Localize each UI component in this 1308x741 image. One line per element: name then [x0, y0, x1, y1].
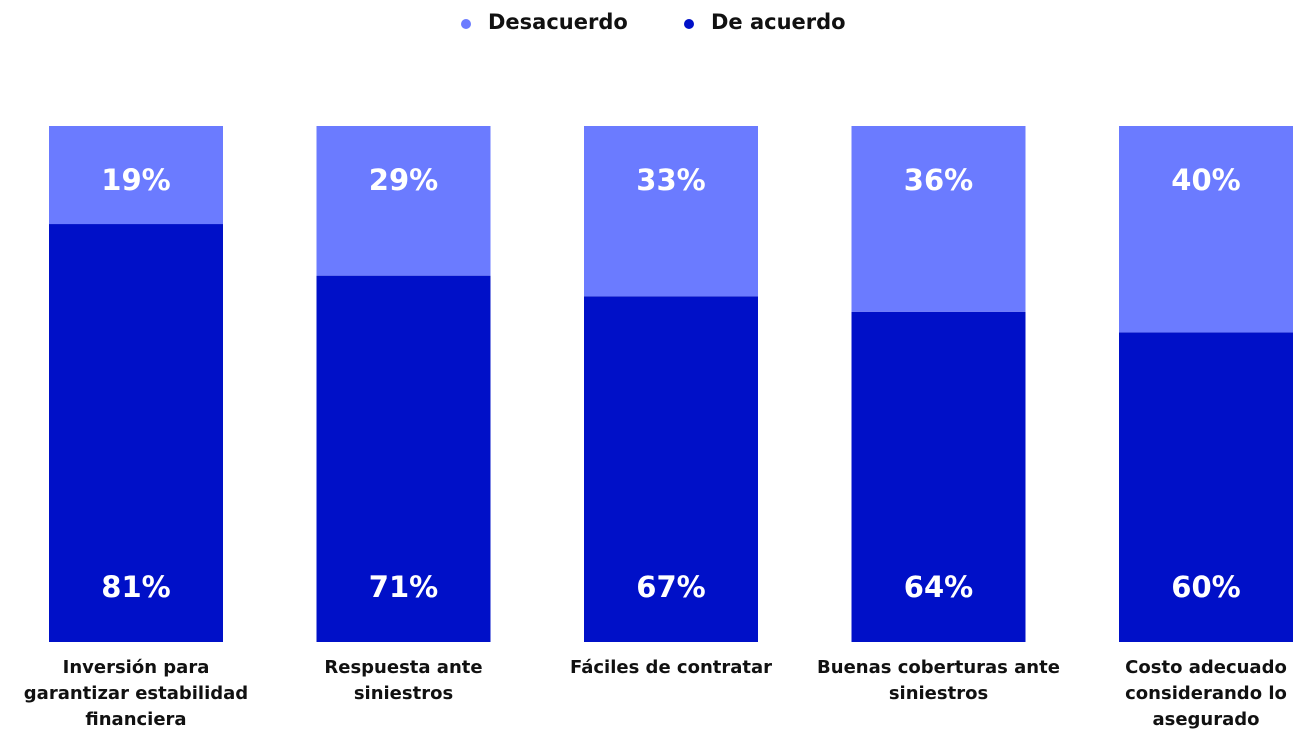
bar-segment: [316, 275, 491, 642]
legend-label: Desacuerdo: [488, 10, 628, 34]
bar-segment: [316, 126, 491, 276]
value-label: 81%: [101, 570, 170, 604]
x-tick-label: Buenas coberturas ante siniestros: [817, 657, 1060, 704]
value-label: 36%: [904, 163, 973, 197]
value-label: 64%: [904, 570, 973, 604]
x-tick-label: Inversión para garantizar estabilidad fi…: [23, 657, 249, 730]
bar-segment: [851, 311, 1026, 642]
value-label: 60%: [1171, 570, 1240, 604]
value-label: 29%: [369, 163, 438, 197]
x-tick-label: Respuesta ante siniestros: [324, 657, 483, 704]
bar-segment: [49, 224, 223, 643]
bar-segment: [49, 126, 223, 225]
value-label: 19%: [101, 163, 170, 197]
bar-segment: [851, 126, 1026, 312]
value-label: 67%: [636, 570, 705, 604]
legend-marker: [684, 19, 694, 29]
legend-marker: [461, 19, 471, 29]
bar-segment: [584, 126, 758, 297]
legend-label: De acuerdo: [711, 10, 846, 34]
x-tick-label: Fáciles de contratar: [569, 657, 773, 678]
value-label: 40%: [1171, 163, 1240, 197]
value-label: 71%: [369, 570, 438, 604]
bar-segment: [1119, 126, 1293, 333]
value-label: 33%: [636, 163, 705, 197]
bar-segment: [584, 296, 758, 642]
x-tick-label: Costo adecuado considerando lo asegurado: [1125, 657, 1287, 730]
bar-segment: [1119, 332, 1293, 642]
